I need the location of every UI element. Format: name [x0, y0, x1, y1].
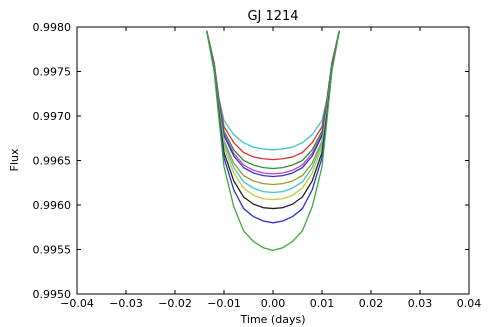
series-line — [206, 30, 340, 161]
series-line — [206, 30, 340, 151]
y-axis-ticks: 0.9950 0.9955 0.9960 0.9965 0.9970 0.9975 0.99… — [33, 21, 469, 301]
y-tick-label: 0.9980 — [33, 21, 72, 34]
series-line — [206, 30, 340, 178]
y-tick-label: 0.9955 — [33, 244, 72, 257]
x-tick-label: 0.00 — [261, 297, 286, 310]
y-tick-label: 0.9950 — [33, 288, 72, 301]
y-tick-label: 0.9970 — [33, 110, 72, 123]
series-line — [206, 30, 340, 252]
x-axis-ticks: −0.04 −0.03 −0.02 −0.01 0.00 0.01 0.02 0.03 0.04 — [60, 27, 481, 310]
x-tick-label: 0.01 — [310, 297, 335, 310]
y-tick-label: 0.9960 — [33, 199, 72, 212]
series-layer — [206, 30, 340, 252]
y-axis-label: Flux — [8, 148, 21, 171]
series-line — [206, 30, 340, 224]
x-tick-label: −0.04 — [60, 297, 94, 310]
x-tick-label: −0.03 — [109, 297, 143, 310]
x-tick-label: −0.02 — [158, 297, 192, 310]
x-axis-label: Time (days) — [240, 313, 306, 326]
x-tick-label: 0.04 — [457, 297, 482, 310]
plot-background — [77, 27, 469, 294]
chart-title: GJ 1214 — [247, 9, 298, 24]
x-tick-label: −0.01 — [207, 297, 241, 310]
y-tick-label: 0.9965 — [33, 155, 72, 168]
x-tick-label: 0.02 — [359, 297, 384, 310]
x-tick-label: 0.03 — [408, 297, 433, 310]
y-tick-label: 0.9975 — [33, 66, 72, 79]
